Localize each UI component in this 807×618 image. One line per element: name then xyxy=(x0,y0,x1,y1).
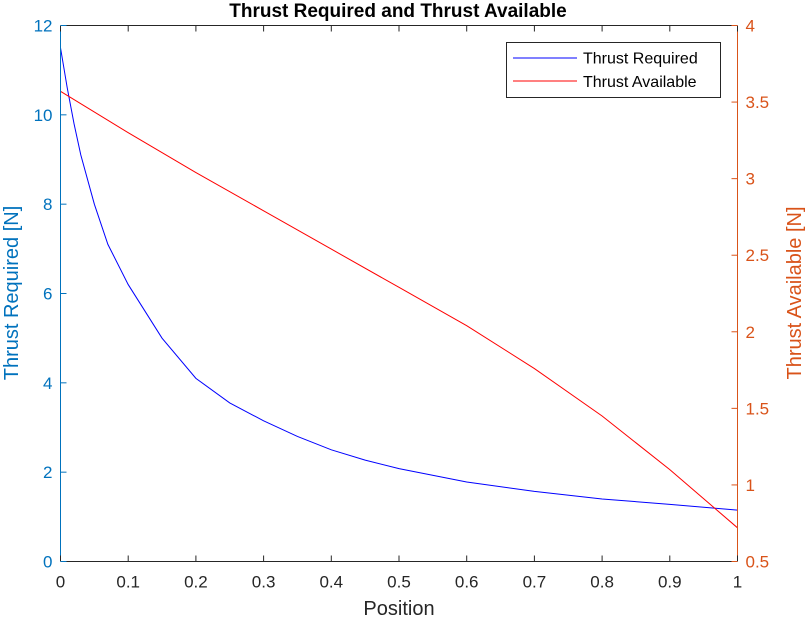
right-y-tick-label: 1 xyxy=(746,476,755,495)
x-tick-label: 1 xyxy=(733,573,742,592)
series-line-thrust-available xyxy=(60,90,738,529)
left-y-tick-label: 2 xyxy=(43,463,52,482)
left-y-tick-label: 6 xyxy=(43,285,52,304)
legend: Thrust Required Thrust Available xyxy=(506,42,721,98)
left-y-tick-label: 8 xyxy=(43,195,52,214)
right-y-tick-label: 2 xyxy=(746,323,755,342)
plot-area xyxy=(60,25,738,562)
x-tick-label: 0.3 xyxy=(252,573,276,592)
left-y-tick-label: 12 xyxy=(34,17,53,36)
right-y-tick-label: 3 xyxy=(746,170,755,189)
left-y-tick-label: 0 xyxy=(43,553,52,572)
legend-label-thrust-required: Thrust Required xyxy=(583,51,698,68)
x-tick-label: 0.8 xyxy=(590,573,614,592)
x-tick-label: 0.2 xyxy=(184,573,208,592)
x-tick-label: 0 xyxy=(56,573,65,592)
right-y-tick-label: 0.5 xyxy=(746,553,770,572)
legend-label-thrust-available: Thrust Available xyxy=(583,74,697,91)
x-tick-label: 0.1 xyxy=(116,573,140,592)
x-tick-label: 0.7 xyxy=(523,573,547,592)
right-y-tick-label: 3.5 xyxy=(746,93,770,112)
x-tick-label: 0.6 xyxy=(455,573,479,592)
x-tick-label: 0.4 xyxy=(319,573,343,592)
series-line-thrust-required xyxy=(60,47,738,511)
left-y-tick-label: 4 xyxy=(43,374,52,393)
left-y-ticks: 0 2 4 6 8 10 12 xyxy=(34,17,67,572)
x-tick-label: 0.5 xyxy=(387,573,411,592)
right-y-tick-label: 1.5 xyxy=(746,399,770,418)
legend-box xyxy=(506,42,721,98)
series-layer xyxy=(60,47,738,529)
right-y-tick-label: 2.5 xyxy=(746,246,770,265)
x-axis-title: Position xyxy=(363,598,434,618)
left-y-axis-title: Thrust Required [N] xyxy=(1,206,23,381)
right-y-ticks: 0.5 1 1.5 2 2.5 3 3.5 4 xyxy=(731,17,770,572)
chart-title: Thrust Required and Thrust Available xyxy=(229,1,566,22)
x-ticks: 0 0.1 0.2 0.3 0.4 0.5 0.6 0.7 0.8 0.9 1 xyxy=(56,25,742,592)
right-y-axis-title: Thrust Available [N] xyxy=(784,206,806,379)
left-y-tick-label: 10 xyxy=(34,106,53,125)
right-y-tick-label: 4 xyxy=(746,17,755,36)
x-tick-label: 0.9 xyxy=(658,573,682,592)
